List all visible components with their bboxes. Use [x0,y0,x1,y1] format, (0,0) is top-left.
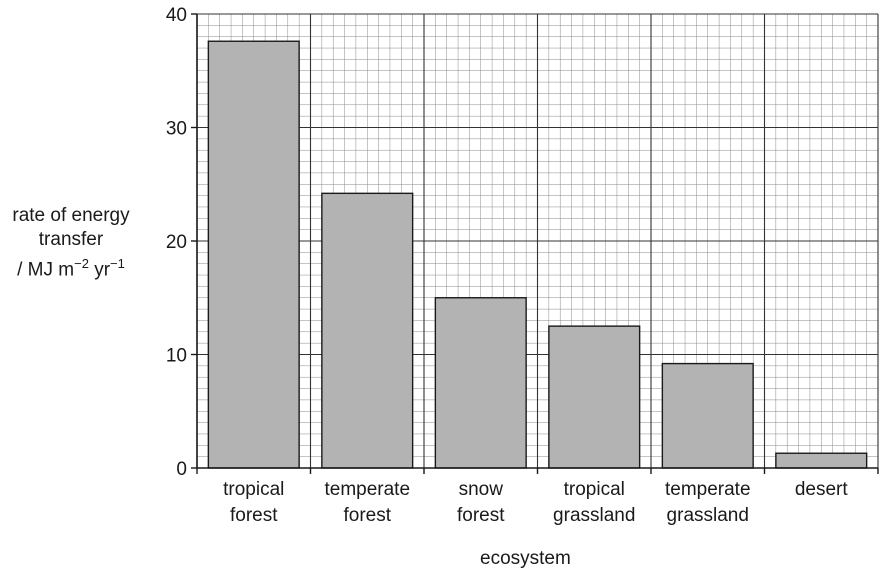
x-tick-label: tropical [223,479,284,500]
x-tick-label: desert [795,479,849,500]
y-axis-unit-exponent-1: −2 [74,256,89,271]
x-axis-label: ecosystem [480,548,571,569]
y-axis-label-line1: rate of energy [12,205,130,226]
y-tick-labels: 0 10 20 30 40 [166,5,187,480]
x-tick-label: forest [457,505,505,526]
x-tick-label: grassland [553,505,635,526]
y-axis-label-line2: transfer [38,229,104,250]
y-axis-unit-prefix: / MJ m [17,259,75,281]
x-tick-label: tropical [564,479,625,500]
y-tick-label: 40 [166,5,187,26]
x-tick-label: forest [343,505,391,526]
x-tick-label: snow [459,479,504,500]
bar-4 [661,362,754,469]
x-tick-label: temperate [324,479,410,500]
bar-0 [207,40,300,469]
bar-3 [548,325,641,469]
y-tick-label: 10 [166,346,187,367]
bar-2 [434,297,527,469]
x-tick-label: forest [230,505,278,526]
bar-5 [775,452,868,469]
x-tick-labels: tropical forest temperate forest snow forest t… [223,479,848,526]
axes [191,13,879,474]
x-tick-label: temperate [665,479,751,500]
y-tick-label: 0 [176,459,187,480]
x-tick-label: grassland [667,505,749,526]
y-axis-label: rate of energy transfer / MJ m−2 yr−1 [0,204,142,282]
y-axis-unit-exponent-2: −1 [110,256,125,271]
y-tick-label: 30 [166,119,187,140]
y-tick-label: 20 [166,232,187,253]
y-axis-label-line3: / MJ m−2 yr−1 [0,252,142,282]
bar-1 [321,192,414,469]
y-axis-unit-mid: yr [88,259,111,281]
